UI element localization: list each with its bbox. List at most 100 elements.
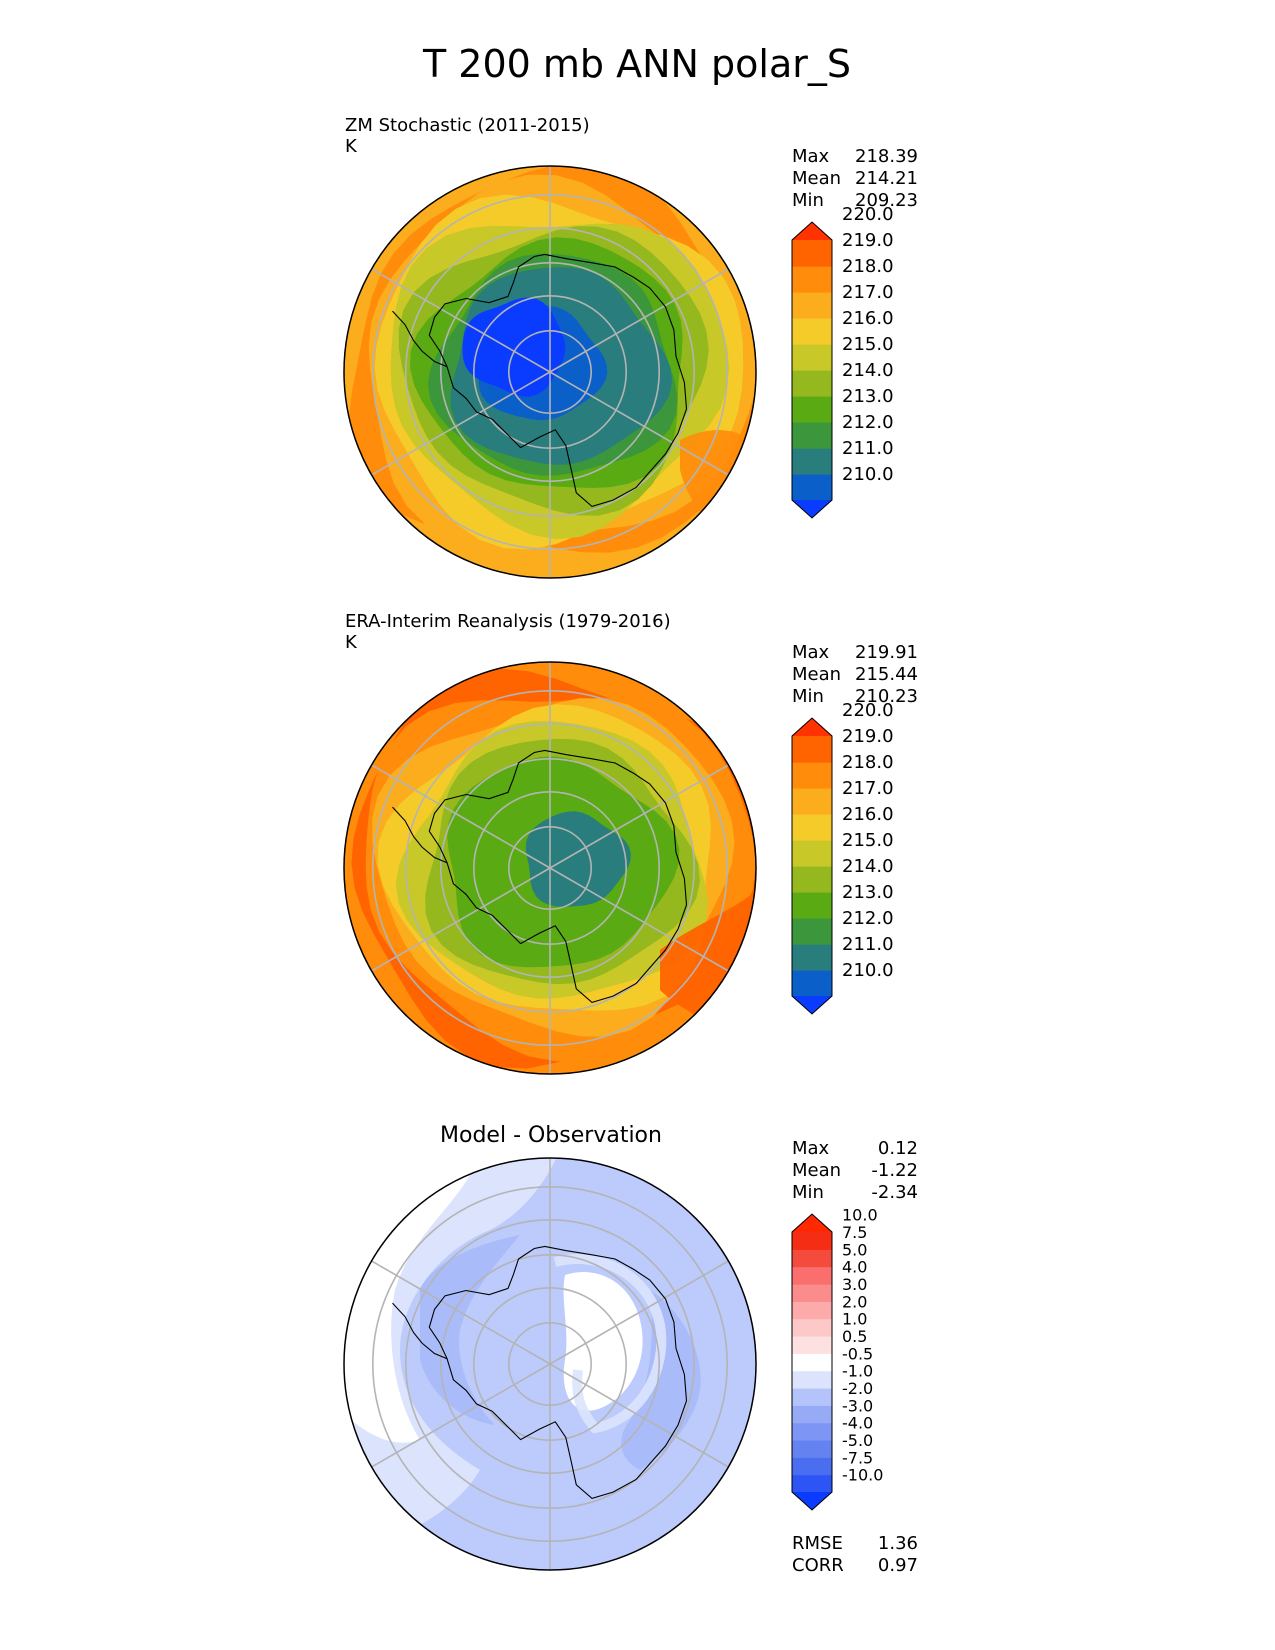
colorbar-tick-label: 219.0 [842, 230, 894, 251]
colorbar-band [792, 1388, 832, 1406]
stats-2-max-label: Max [792, 642, 830, 663]
colorbar-band [792, 240, 832, 267]
colorbar-band [792, 1353, 832, 1372]
map-1 [343, 165, 757, 579]
colorbar-band [792, 422, 832, 449]
colorbar-tick-label: 219.0 [842, 726, 894, 747]
stats-2-mean-label: Mean [792, 664, 841, 685]
stats-3: Max 0.12 Mean -1.22 Min -2.34 [792, 1138, 918, 1203]
meridian-line [549, 764, 729, 869]
colorbar-band [792, 1370, 832, 1389]
panel-3-title: Model - Observation [440, 1123, 662, 1148]
panel-observation: ERA-Interim Reanalysis (1979-2016) K Max… [343, 611, 918, 1075]
colorbar-2: 210.0 211.0 212.0 213.0 214.0 215.0 216.0 217.0… [791, 700, 894, 1015]
meridian-line [371, 371, 551, 476]
colorbar-band [792, 1232, 832, 1250]
colorbar-tick-label: -2.0 [842, 1379, 873, 1398]
colorbar-tick-label: 211.0 [842, 934, 894, 955]
panel-2-units: K [345, 632, 358, 653]
colorbar-3: -10.0-7.5-5.0-4.0-3.0-2.0-1.0-0.50.51.02… [791, 1206, 883, 1511]
colorbar-tick-label: 220.0 [842, 700, 894, 721]
antarctic-peninsula [392, 310, 448, 368]
meridian-line [549, 1260, 729, 1365]
map-1-warm-patch [680, 430, 756, 560]
colorbar-band [792, 1405, 832, 1424]
colorbar-band [792, 266, 832, 293]
colorbar-1: 210.0 211.0 212.0 213.0 214.0 215.0 216.0 217.0… [791, 204, 894, 519]
colorbar-band [792, 736, 832, 763]
stats-3-max-label: Max [792, 1138, 830, 1159]
rmse-label: RMSE [792, 1533, 843, 1554]
colorbar-band [792, 318, 832, 345]
panel-1-units: K [345, 136, 358, 157]
colorbar-tick-label: 213.0 [842, 386, 894, 407]
stats-1-max-label: Max [792, 146, 830, 167]
antarctica-coastline [428, 1245, 688, 1500]
colorbar-tick-label: 215.0 [842, 334, 894, 355]
stats-1-max-value: 218.39 [855, 146, 918, 167]
colorbar-band [792, 1318, 832, 1337]
stats-3-mean-label: Mean [792, 1160, 841, 1181]
colorbar-band [792, 918, 832, 945]
colorbar-tick-label: 210.0 [842, 960, 894, 981]
colorbar-outline [791, 1213, 833, 1511]
colorbar-band [792, 1440, 832, 1458]
meridian-line [371, 1260, 551, 1365]
colorbar-tick-label: -7.5 [842, 1448, 873, 1467]
stats-3-extra: RMSE 1.36 CORR 0.97 [792, 1533, 918, 1576]
map-1-coastline [392, 253, 688, 508]
colorbar-band [792, 1336, 832, 1354]
stats-1-min-value: 209.23 [855, 190, 918, 211]
colorbar-extend-min [792, 500, 832, 518]
panel-2-title: ERA-Interim Reanalysis (1979-2016) [345, 611, 671, 632]
colorbar-tick-label: 218.0 [842, 752, 894, 773]
colorbar-tick-label: 213.0 [842, 882, 894, 903]
stats-2-mean-value: 215.44 [855, 664, 918, 685]
corr-label: CORR [792, 1555, 844, 1576]
colorbar-tick-label: 3.0 [842, 1275, 867, 1294]
map-1-graticule [371, 166, 729, 578]
colorbar-band [792, 448, 832, 475]
stats-2-max-value: 219.91 [855, 642, 918, 663]
colorbar-tick-label: 5.0 [842, 1240, 867, 1259]
colorbar-band [792, 1457, 832, 1476]
colorbar-extend-max [792, 222, 832, 240]
colorbar-band [792, 1474, 832, 1493]
meridian-line [371, 764, 551, 869]
colorbar-band [792, 474, 832, 501]
antarctic-peninsula [392, 806, 448, 864]
colorbar-tick-label: 1.0 [842, 1310, 867, 1329]
colorbar-tick-label: 216.0 [842, 308, 894, 329]
colorbar-band [792, 1266, 832, 1285]
colorbar-band [792, 892, 832, 919]
colorbar-extend-min [792, 1492, 832, 1510]
panel-1-title: ZM Stochastic (2011-2015) [345, 115, 590, 136]
colorbar-band [792, 1422, 832, 1441]
stats-1: Max 218.39 Mean 214.21 Min 209.23 [792, 146, 918, 211]
colorbar-tick-label: -10.0 [842, 1466, 883, 1485]
colorbar-tick-label: 0.5 [842, 1327, 867, 1346]
meridian-line [549, 371, 729, 476]
colorbar-tick-label: 220.0 [842, 204, 894, 225]
colorbar-tick-label: 214.0 [842, 360, 894, 381]
map-2-contour-bands [351, 668, 756, 1069]
colorbar-tick-label: -0.5 [842, 1344, 873, 1363]
antarctica-coastline [428, 749, 688, 1004]
colorbar-tick-label: 212.0 [842, 412, 894, 433]
colorbar-tick-label: 7.5 [842, 1223, 867, 1242]
meridian-line [549, 1363, 729, 1468]
colorbar-tick-label: -4.0 [842, 1414, 873, 1433]
map-2 [343, 661, 757, 1075]
colorbar-band [792, 292, 832, 319]
colorbar-band [792, 788, 832, 815]
stats-3-max-value: 0.12 [878, 1138, 918, 1159]
colorbar-extend-max [792, 1214, 832, 1232]
colorbar-tick-label: 218.0 [842, 256, 894, 277]
meridian-line [549, 268, 729, 373]
colorbar-tick-label: 10.0 [842, 1206, 878, 1225]
map-3-band-1 [420, 1235, 520, 1425]
map-2-graticule [371, 662, 729, 1074]
contour-minimum [462, 297, 566, 397]
colorbar-extend-min [792, 996, 832, 1014]
